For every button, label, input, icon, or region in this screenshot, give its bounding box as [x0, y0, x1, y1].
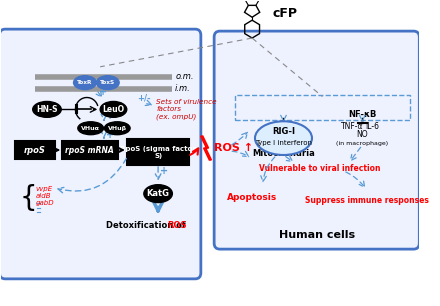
FancyBboxPatch shape: [62, 141, 118, 159]
Text: Sets of virulence
factors
(ex. ompU): Sets of virulence factors (ex. ompU): [156, 99, 217, 120]
Text: +: +: [99, 87, 107, 96]
Text: Detoxification of: Detoxification of: [106, 221, 188, 230]
Text: rpoS: rpoS: [24, 146, 46, 155]
Text: ToxR: ToxR: [77, 80, 93, 85]
Text: VHuα: VHuα: [81, 126, 100, 131]
Text: Apoptosis: Apoptosis: [227, 193, 277, 202]
Ellipse shape: [78, 122, 103, 135]
Text: RpoS (sigma factor
S): RpoS (sigma factor S): [120, 146, 196, 159]
Text: Human cells: Human cells: [279, 230, 355, 240]
Ellipse shape: [144, 185, 172, 203]
Text: {: {: [19, 184, 37, 212]
Ellipse shape: [73, 76, 96, 90]
Text: (in macrophage): (in macrophage): [336, 140, 389, 146]
Text: HN-S: HN-S: [36, 105, 58, 114]
Text: i.m.: i.m.: [175, 84, 191, 93]
Text: +/-: +/-: [137, 93, 151, 103]
Text: RIG-I: RIG-I: [272, 127, 295, 136]
Text: NO: NO: [356, 130, 368, 139]
Polygon shape: [201, 136, 211, 160]
Ellipse shape: [100, 102, 127, 117]
Text: ROS: ROS: [168, 221, 187, 230]
Text: o.m.: o.m.: [175, 72, 194, 81]
Text: NF-κB: NF-κB: [348, 110, 377, 119]
Text: rpoS mRNA: rpoS mRNA: [66, 146, 114, 155]
Text: +: +: [106, 111, 114, 121]
Text: vvpE
aldB
gabD: vvpE aldB gabD: [36, 186, 54, 206]
Text: Suppress immune responses: Suppress immune responses: [305, 196, 429, 205]
FancyBboxPatch shape: [0, 29, 201, 279]
Text: VHuβ: VHuβ: [108, 126, 127, 131]
Text: ROS ↑: ROS ↑: [214, 143, 253, 153]
Text: +: +: [160, 166, 168, 176]
Text: KatG: KatG: [147, 189, 169, 198]
Text: TNF-α: TNF-α: [341, 122, 363, 131]
Ellipse shape: [255, 121, 312, 155]
Text: Mitochondria: Mitochondria: [252, 150, 315, 159]
Text: cFP: cFP: [272, 7, 297, 20]
Text: ToxS: ToxS: [100, 80, 115, 85]
Ellipse shape: [96, 76, 119, 90]
Text: IL-6: IL-6: [365, 122, 379, 131]
Text: Vulnerable to viral infection: Vulnerable to viral infection: [259, 164, 380, 174]
Text: +: +: [106, 130, 114, 140]
Ellipse shape: [104, 122, 130, 135]
Text: LeuO: LeuO: [103, 105, 125, 114]
FancyBboxPatch shape: [214, 31, 419, 249]
Text: Type I interferon: Type I interferon: [255, 140, 312, 146]
FancyBboxPatch shape: [127, 139, 190, 165]
Ellipse shape: [33, 102, 61, 117]
FancyBboxPatch shape: [15, 141, 55, 159]
